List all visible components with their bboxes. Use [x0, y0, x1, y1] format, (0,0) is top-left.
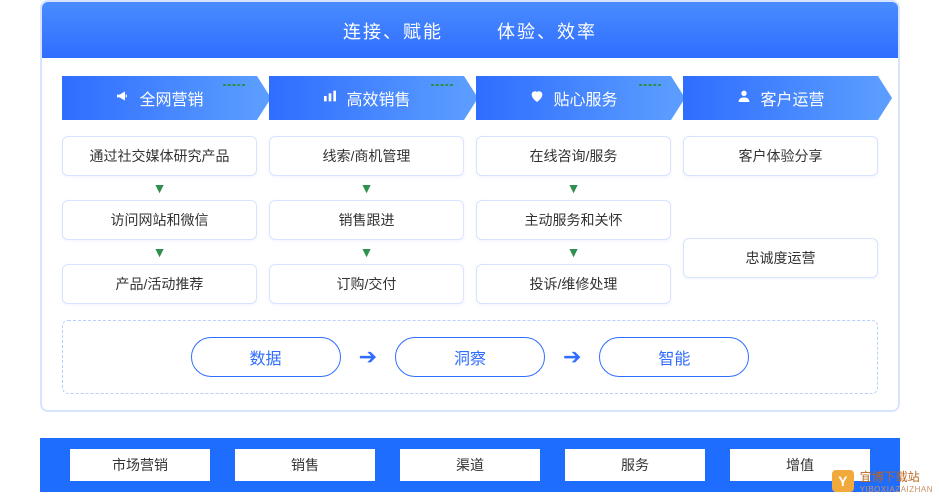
flow-card: 主动服务和关怀	[476, 200, 671, 240]
chevron-down-icon: ▼	[360, 180, 374, 196]
footer-box-3: 服务	[565, 449, 705, 481]
flow-col-0: 通过社交媒体研究产品 ▼ 访问网站和微信 ▼ 产品/活动推荐	[62, 136, 257, 304]
ribbons-row: 全网营销 高效销售 贴心服务 客户运营	[62, 76, 878, 120]
header-bar: 连接、赋能 体验、效率	[42, 2, 898, 58]
ribbon-label: 全网营销	[139, 86, 203, 110]
ribbon-label: 贴心服务	[553, 86, 617, 110]
chevron-down-icon: ▼	[567, 244, 581, 260]
user-icon	[736, 88, 752, 109]
flow-card: 投诉/维修处理	[476, 264, 671, 304]
arrow-right-icon: ➔	[563, 344, 581, 370]
ribbon-label: 客户运营	[760, 86, 824, 110]
flow-card: 订购/交付	[269, 264, 464, 304]
chevron-down-icon: ▼	[567, 180, 581, 196]
footer-box-0: 市场营销	[70, 449, 210, 481]
footer-box-2: 渠道	[400, 449, 540, 481]
header-right: 体验、效率	[497, 22, 597, 42]
main-frame: 连接、赋能 体验、效率 全网营销 高效销售 贴心服务 客户运营 通过社交媒体研究产品 ▼…	[40, 0, 900, 412]
flow-col-1: 线索/商机管理 ▼ 销售跟进 ▼ 订购/交付	[269, 136, 464, 304]
ribbon-0: 全网营销	[62, 76, 257, 120]
pills-row: 数据 ➔ 洞察 ➔ 智能	[62, 320, 878, 394]
flow-card: 忠诚度运营	[683, 238, 878, 278]
dashed-connector	[431, 84, 453, 86]
watermark-logo-icon: Y	[832, 470, 854, 492]
bars-icon	[322, 88, 338, 109]
flow-card: 线索/商机管理	[269, 136, 464, 176]
watermark-sub: YIBOXIAZAIZHAN	[860, 485, 933, 494]
dashed-connector	[639, 84, 661, 86]
flow-col-3: 客户体验分享忠诚度运营	[683, 136, 878, 304]
flow-card: 通过社交媒体研究产品	[62, 136, 257, 176]
footer-box-1: 销售	[235, 449, 375, 481]
chevron-down-icon: ▼	[360, 244, 374, 260]
flow-card: 产品/活动推荐	[62, 264, 257, 304]
flow-columns: 通过社交媒体研究产品 ▼ 访问网站和微信 ▼ 产品/活动推荐 线索/商机管理 ▼ 销售跟进 ▼ 订…	[62, 136, 878, 304]
watermark-brand: 宜博下载站	[860, 468, 933, 485]
flow-col-2: 在线咨询/服务 ▼ 主动服务和关怀 ▼ 投诉/维修处理	[476, 136, 671, 304]
pill-0: 数据	[191, 337, 341, 377]
flow-card: 访问网站和微信	[62, 200, 257, 240]
flow-card: 在线咨询/服务	[476, 136, 671, 176]
chevron-down-icon: ▼	[153, 244, 167, 260]
heart-icon	[529, 88, 545, 109]
ribbon-label: 高效销售	[346, 86, 410, 110]
pill-2: 智能	[599, 337, 749, 377]
megaphone-icon	[115, 88, 131, 109]
header-left: 连接、赋能	[343, 22, 443, 42]
dashed-connector	[223, 84, 245, 86]
inner-content: 全网营销 高效销售 贴心服务 客户运营 通过社交媒体研究产品 ▼ 访问网站和微信 ▼ 产品/活…	[42, 58, 898, 410]
chevron-down-icon: ▼	[153, 180, 167, 196]
flow-card: 客户体验分享	[683, 136, 878, 176]
pill-1: 洞察	[395, 337, 545, 377]
flow-card: 销售跟进	[269, 200, 464, 240]
footer-bar: 市场营销销售渠道服务增值	[40, 438, 900, 492]
watermark: Y 宜博下载站 YIBOXIAZAIZHAN	[832, 468, 933, 494]
arrow-right-icon: ➔	[359, 344, 377, 370]
ribbon-1: 高效销售	[269, 76, 464, 120]
ribbon-2: 贴心服务	[476, 76, 671, 120]
ribbon-3: 客户运营	[683, 76, 878, 120]
